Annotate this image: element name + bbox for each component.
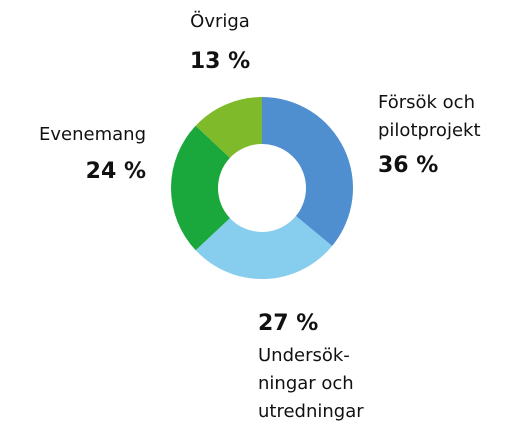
donut-slice bbox=[195, 216, 333, 279]
slice-label: ningar och bbox=[258, 373, 354, 394]
slice-label: Försök och bbox=[378, 92, 475, 113]
value-label: 13 % bbox=[190, 49, 250, 74]
slice-label: Evenemang bbox=[39, 124, 146, 145]
value-label: 24 % bbox=[86, 159, 146, 184]
donut-slice bbox=[170, 125, 230, 251]
slice-label: Undersök- bbox=[258, 345, 350, 366]
donut-slice bbox=[195, 97, 262, 158]
slice-label: pilotprojekt bbox=[378, 120, 481, 141]
slice-label: Övriga bbox=[190, 10, 250, 32]
slice-label: utredningar bbox=[258, 401, 364, 422]
value-label: 27 % bbox=[258, 311, 318, 336]
value-label: 36 % bbox=[378, 153, 438, 178]
donut-slice bbox=[262, 97, 353, 247]
